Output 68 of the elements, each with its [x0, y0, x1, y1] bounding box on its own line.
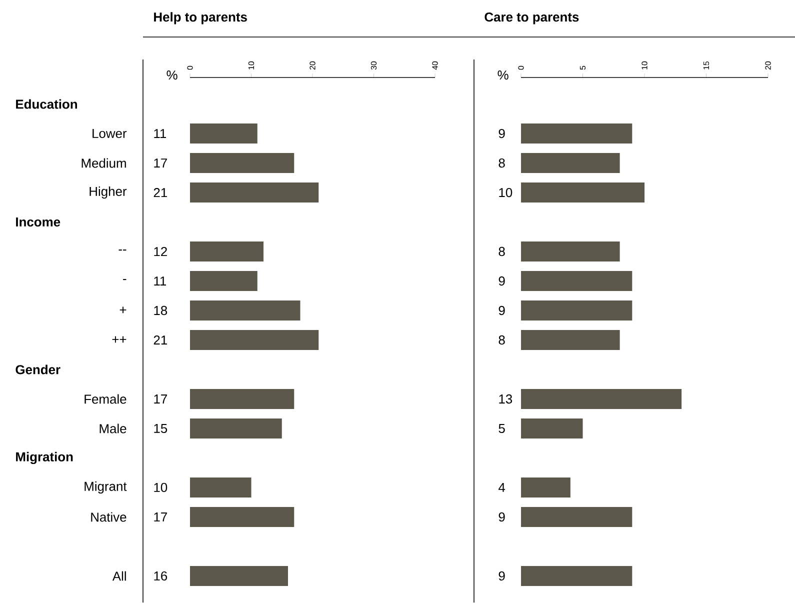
data-label: 8 — [498, 158, 505, 168]
data-label: 9 — [498, 512, 505, 522]
bar — [190, 153, 294, 174]
bar — [190, 477, 252, 498]
data-label: 9 — [498, 128, 505, 138]
text: Migration — [16, 452, 73, 464]
data-label: 17 — [154, 158, 167, 168]
bar — [190, 566, 288, 586]
y-tick-label: All — [112, 571, 126, 581]
data-label: 8 — [498, 335, 505, 345]
bar — [521, 330, 620, 350]
data-label: 12 — [154, 246, 167, 256]
data-label: 15 — [154, 424, 168, 434]
y-tick-label: - — [123, 279, 126, 280]
bar — [190, 506, 294, 527]
bar — [190, 242, 264, 262]
chart-title: Care to parents — [484, 12, 579, 24]
text: Education — [16, 99, 77, 109]
bar — [190, 124, 258, 144]
data-label: 17 — [154, 394, 167, 404]
y-tick-label: Migrant — [84, 481, 127, 494]
bar — [521, 418, 583, 438]
data-label: 10 — [499, 188, 512, 198]
data-label: 5 — [498, 424, 505, 434]
data-label: 11 — [154, 129, 166, 138]
y-tick-label: Lower — [92, 129, 127, 138]
y-tick-label: Female — [84, 394, 126, 404]
bar — [521, 300, 632, 321]
bar — [190, 330, 319, 350]
data-label: 4 — [498, 483, 506, 492]
bar — [190, 418, 282, 438]
text: Gender — [16, 364, 60, 374]
y-tick-label: Higher — [90, 186, 127, 199]
chart-title: Help to parents — [154, 12, 247, 24]
bar — [190, 271, 258, 292]
bar — [521, 124, 632, 144]
y-tick-label: Medium — [82, 158, 126, 168]
x-axis-title: % — [498, 70, 508, 80]
data-label: 9 — [498, 571, 505, 581]
data-label: 9 — [498, 306, 505, 316]
bar — [521, 182, 645, 203]
data-label: 10 — [154, 482, 168, 492]
text: Income — [16, 218, 60, 227]
bar — [521, 506, 632, 527]
y-tick-label: ++ — [112, 336, 126, 343]
bar — [521, 477, 570, 498]
x-axis-title: % — [166, 70, 178, 80]
bar — [521, 271, 632, 292]
bar — [190, 182, 319, 203]
bar — [190, 388, 294, 409]
data-label: 9 — [498, 276, 505, 286]
y-tick-label: -- — [118, 250, 126, 251]
data-label: 18 — [154, 306, 168, 316]
data-label: 8 — [498, 246, 505, 256]
bar — [521, 242, 620, 262]
bar — [190, 300, 300, 321]
bar — [521, 153, 620, 174]
data-label: 11 — [154, 276, 166, 286]
data-label: 21 — [154, 335, 167, 345]
y-tick-label: Male — [100, 424, 126, 434]
data-label: 16 — [154, 571, 168, 581]
y-tick-label: + — [120, 306, 126, 314]
data-label: 17 — [154, 512, 167, 522]
data-label: 21 — [154, 188, 167, 198]
y-tick-label: Native — [91, 512, 126, 522]
data-label: 13 — [499, 394, 512, 404]
bar — [521, 388, 682, 409]
bar — [521, 566, 632, 586]
